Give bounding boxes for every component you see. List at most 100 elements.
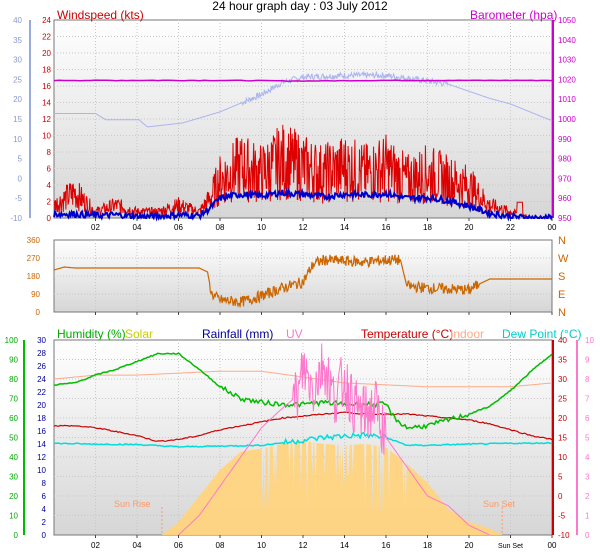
uv-tick-label: 2	[585, 492, 590, 501]
rainfall-tick-label: 0	[42, 531, 47, 540]
barometer-tick-label: 960	[558, 194, 572, 203]
barometer-tick-label: 1040	[558, 36, 576, 45]
wind-inner-tick-label: 12	[42, 115, 51, 124]
uv-tick-label: 4	[585, 453, 590, 462]
humidity-tick-label: 0	[14, 531, 19, 540]
baro-trace-line	[54, 70, 553, 128]
humidity-line	[53, 352, 553, 430]
atmosphere-x-tick-label: 06	[174, 541, 183, 550]
rainfall-tick-label: 8	[42, 479, 47, 488]
temperature-tick-label: -5	[558, 512, 566, 521]
wind-x-tick-label: 18	[423, 223, 432, 232]
uv-tick-label: 5	[585, 434, 590, 443]
solar-area	[161, 440, 503, 535]
wind-x-tick-label: 16	[382, 223, 391, 232]
wind-x-tick-label: 14	[340, 223, 349, 232]
atmosphere-x-tick-label: 02	[91, 541, 100, 550]
barometer-tick-label: 1050	[558, 16, 576, 25]
wind-outer-tick-label: 15	[13, 115, 22, 124]
direction-tick-label: 0	[36, 308, 41, 317]
direction-tick-label: 90	[31, 290, 40, 299]
uv-tick-label: 1	[585, 512, 590, 521]
temperature-tick-label: 5	[558, 473, 563, 482]
compass-tick-label: W	[558, 253, 569, 265]
temperature-tick-label: 30	[558, 375, 567, 384]
wind-x-tick-label: 06	[174, 223, 183, 232]
atmosphere-x-tick-label: 20	[465, 541, 474, 550]
barometer-tick-label: 990	[558, 135, 572, 144]
wind-outer-tick-label: 20	[13, 95, 22, 104]
rainfall-tick-label: 14	[37, 440, 46, 449]
wind-outer-tick-label: 40	[13, 16, 22, 25]
atmosphere-x-tick-label: 16	[382, 541, 391, 550]
rainfall-tick-label: 20	[37, 401, 46, 410]
wind-axis-label: Windspeed (kts)	[57, 8, 144, 22]
wind-x-tick-label: 20	[465, 223, 474, 232]
uv-tick-label: 6	[585, 414, 590, 423]
uv-tick-label: 8	[585, 375, 590, 384]
compass-tick-label: S	[558, 271, 565, 283]
barometer-line	[53, 79, 553, 82]
atmosphere-x-tick-label: Sun Set	[498, 543, 523, 550]
rainfall-tick-label: 16	[37, 427, 46, 436]
wind-inner-tick-label: 10	[42, 132, 51, 141]
barometer-tick-label: 980	[558, 155, 572, 164]
wind-x-tick-label: 02	[91, 223, 100, 232]
page-title: 24 hour graph day : 03 July 2012	[212, 0, 388, 13]
wind-inner-tick-label: 16	[42, 82, 51, 91]
uv-label: UV	[286, 327, 303, 341]
sun-set-label: Sun Set	[483, 499, 516, 509]
indoor-label: Indoor	[450, 327, 485, 341]
direction-tick-label: 270	[27, 254, 41, 263]
wind-x-tick-label: 10	[257, 223, 266, 232]
wind-inner-tick-label: 0	[47, 214, 52, 223]
temperature-line	[53, 411, 553, 442]
solar-label: Solar	[125, 327, 154, 341]
wind-outer-tick-label: -10	[10, 214, 22, 223]
uv-tick-label: 9	[585, 356, 590, 365]
rainfall-tick-label: 6	[42, 492, 47, 501]
wind-inner-tick-label: 14	[42, 99, 51, 108]
atmosphere-x-tick-label: 14	[340, 541, 349, 550]
compass-tick-label: N	[558, 235, 566, 247]
rainfall-tick-label: 2	[42, 518, 47, 527]
wind-outer-tick-label: 0	[18, 174, 23, 183]
humidity-tick-label: 20	[9, 492, 18, 501]
wind-inner-tick-label: 4	[47, 181, 52, 190]
temperature-tick-label: 40	[558, 336, 567, 345]
wind-x-tick-label: 08	[216, 223, 225, 232]
temperature-tick-label: 10	[558, 453, 567, 462]
uv-tick-label: 3	[585, 473, 590, 482]
temperature-tick-label: 35	[558, 356, 567, 365]
wind-outer-tick-label: 30	[13, 56, 22, 65]
temperature-tick-label: 15	[558, 434, 567, 443]
humidity-tick-label: 70	[9, 395, 18, 404]
atmosphere-x-tick-label: 12	[299, 541, 308, 550]
wind-x-tick-label: 12	[299, 223, 308, 232]
wind-outer-tick-label: -5	[15, 194, 23, 203]
rainfall-label: Rainfall (mm)	[202, 327, 274, 341]
rainfall-tick-label: 26	[37, 362, 46, 371]
atmosphere-x-tick-label: 18	[423, 541, 432, 550]
wind-inner-tick-label: 2	[47, 198, 52, 207]
barometer-tick-label: 1010	[558, 95, 576, 104]
barometer-tick-label: 1000	[558, 115, 576, 124]
uv-tick-label: 10	[585, 336, 594, 345]
wind-inner-tick-label: 20	[42, 49, 51, 58]
rainfall-tick-label: 4	[42, 505, 47, 514]
temperature-tick-label: 0	[558, 492, 563, 501]
humidity-tick-label: 90	[9, 356, 18, 365]
temperature-tick-label: -10	[558, 531, 570, 540]
humidity-tick-label: 40	[9, 453, 18, 462]
barometer-tick-label: 970	[558, 174, 572, 183]
humidity-label: Humidity (%)	[57, 327, 126, 341]
wind-inner-tick-label: 24	[42, 16, 51, 25]
compass-tick-label: E	[558, 289, 565, 301]
wind-direction-line	[53, 254, 552, 309]
wind-outer-tick-label: 5	[18, 155, 23, 164]
uv-tick-label: 7	[585, 395, 590, 404]
temperature-tick-label: 25	[558, 395, 567, 404]
humidity-tick-label: 60	[9, 414, 18, 423]
wind-x-tick-label: 22	[506, 223, 515, 232]
